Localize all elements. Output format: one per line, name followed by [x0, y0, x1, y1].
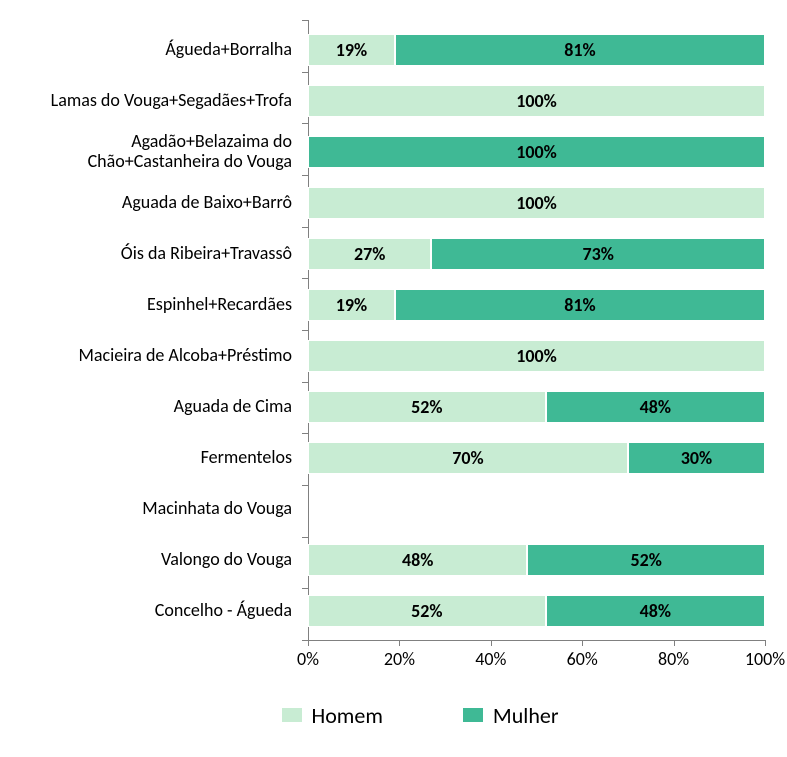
category-label: Águeda+Borralha: [10, 39, 300, 60]
bar-seg-homem: 52%: [308, 595, 546, 627]
bar-seg-mulher: 81%: [395, 289, 765, 321]
bar-seg-homem: 100%: [308, 187, 765, 219]
y-tick: [302, 20, 308, 21]
x-tick-label: 60%: [567, 648, 598, 670]
y-tick: [302, 537, 308, 538]
bar-seg-homem: 100%: [308, 340, 765, 372]
category-label: Agadão+Belazaima do Chão+Castanheira do …: [10, 131, 300, 172]
x-tick-label: 100%: [745, 648, 785, 670]
bar-seg-mulher: 100%: [308, 136, 765, 168]
bar-row: 100%: [308, 85, 765, 117]
x-tick-label: 40%: [475, 648, 506, 670]
y-tick: [302, 433, 308, 434]
bar-row: [308, 493, 765, 525]
x-tick-label: 0%: [297, 648, 319, 670]
y-tick: [302, 72, 308, 73]
bar-seg-homem: 27%: [308, 238, 431, 270]
bar-seg-mulher: 48%: [546, 595, 765, 627]
y-tick: [302, 123, 308, 124]
legend-label-mulher: Mulher: [493, 702, 559, 729]
y-tick: [302, 278, 308, 279]
category-label: Lamas do Vouga+Segadães+Trofa: [10, 90, 300, 111]
x-axis-line: [308, 640, 765, 641]
legend-label-homem: Homem: [312, 702, 383, 729]
y-tick: [302, 382, 308, 383]
bar-seg-homem: 19%: [308, 289, 395, 321]
category-labels: Águeda+Borralha Lamas do Vouga+Segadães+T…: [10, 20, 300, 640]
bar-seg-mulher: 48%: [546, 391, 765, 423]
bar-row: 19%81%: [308, 289, 765, 321]
x-axis: 0%20%40%60%80%100%: [308, 642, 765, 672]
chart-container: Águeda+Borralha Lamas do Vouga+Segadães+T…: [10, 10, 777, 747]
category-label: Aguada de Cima: [10, 396, 300, 417]
bar-row: 48%52%: [308, 544, 765, 576]
y-tick: [302, 588, 308, 589]
bar-row: 52%48%: [308, 391, 765, 423]
bar-row: 27%73%: [308, 238, 765, 270]
y-tick: [302, 485, 308, 486]
y-tick: [302, 227, 308, 228]
legend-item-homem: Homem: [282, 702, 383, 729]
bar-row: 70%30%: [308, 442, 765, 474]
bar-row: 100%: [308, 187, 765, 219]
category-label: Macieira de Alcoba+Préstimo: [10, 345, 300, 366]
y-tick: [302, 330, 308, 331]
category-label: Espinhel+Recardães: [10, 294, 300, 315]
plot-area: 19%81%100%100%100%27%73%19%81%100%52%48%…: [308, 20, 765, 640]
bar-seg-homem: 48%: [308, 544, 527, 576]
x-tick: [765, 640, 766, 646]
bar-seg-mulher: 52%: [527, 544, 765, 576]
category-label: Aguada de Baixo+Barrô: [10, 192, 300, 213]
category-label: Fermentelos: [10, 447, 300, 468]
legend: Homem Mulher: [185, 695, 655, 735]
bar-seg-homem: 19%: [308, 34, 395, 66]
bar-row: 19%81%: [308, 34, 765, 66]
category-label: Concelho - Águeda: [10, 600, 300, 621]
legend-swatch-mulher: [463, 708, 483, 722]
category-label: Macinhata do Vouga: [10, 498, 300, 519]
bar-row: 100%: [308, 136, 765, 168]
bar-row: 52%48%: [308, 595, 765, 627]
legend-item-mulher: Mulher: [463, 702, 559, 729]
bar-seg-homem: 52%: [308, 391, 546, 423]
x-tick-label: 80%: [658, 648, 689, 670]
category-label: Óis da Ribeira+Travassô: [10, 243, 300, 264]
x-tick-label: 20%: [384, 648, 415, 670]
bar-seg-mulher: 73%: [431, 238, 765, 270]
bar-seg-mulher: 30%: [628, 442, 765, 474]
legend-swatch-homem: [282, 708, 302, 722]
bar-seg-homem: 100%: [308, 85, 765, 117]
bar-seg-mulher: 81%: [395, 34, 765, 66]
category-label: Valongo do Vouga: [10, 549, 300, 570]
bar-row: 100%: [308, 340, 765, 372]
y-tick: [302, 175, 308, 176]
bar-seg-homem: 70%: [308, 442, 628, 474]
